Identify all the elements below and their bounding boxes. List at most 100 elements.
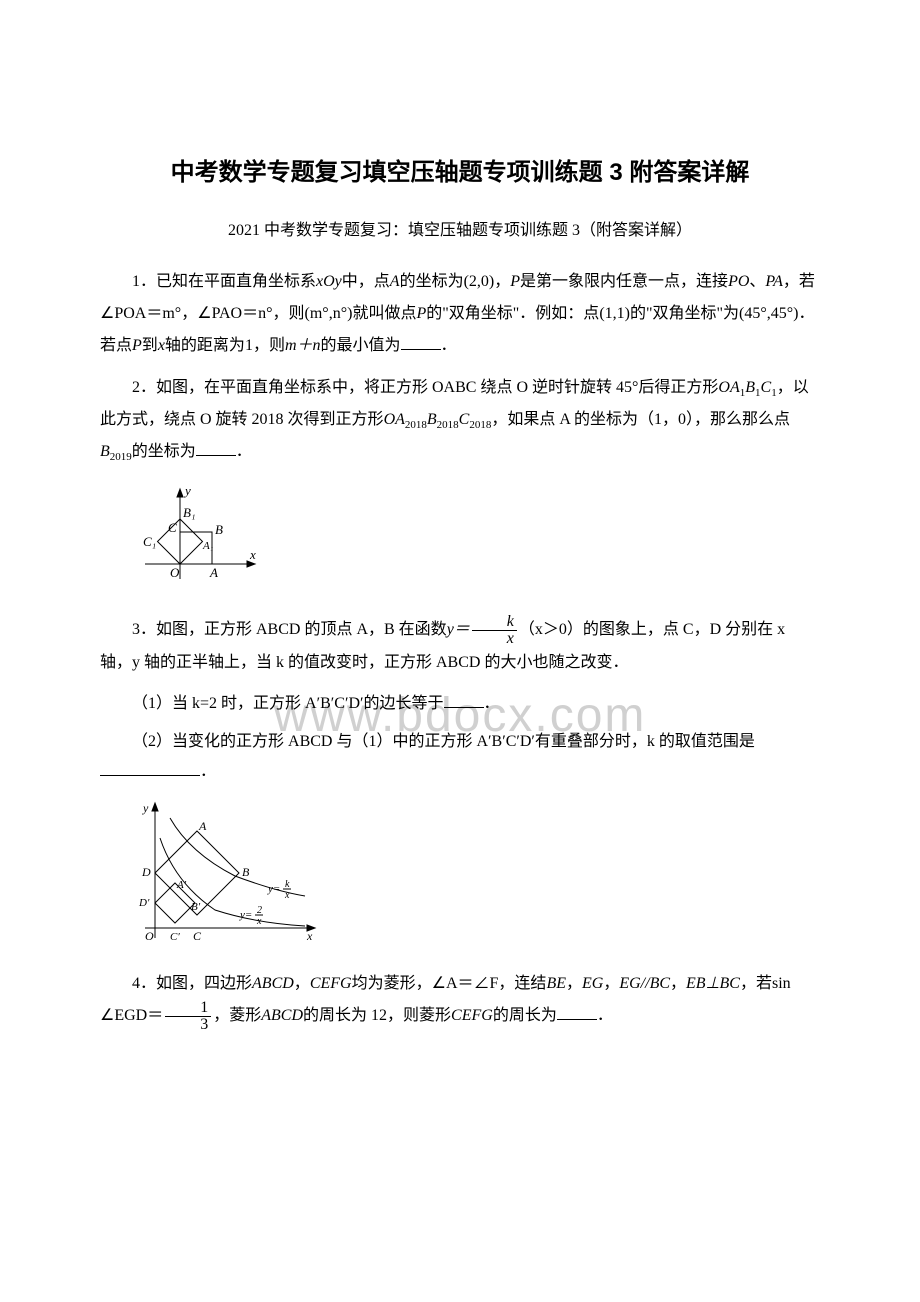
curve-eq1d: x (284, 890, 290, 901)
val: 1 (245, 337, 253, 354)
eq-lhs: y＝ (447, 621, 470, 638)
answer-blank (100, 760, 200, 776)
curve-eq1: y= (267, 883, 280, 895)
text: 轴的距离为 (165, 337, 245, 354)
edge: EG (582, 975, 603, 992)
axis-x-label: x (249, 547, 256, 562)
fraction: 13 (165, 1000, 211, 1033)
edge: BE (546, 975, 566, 992)
pt-A: A (209, 565, 218, 580)
document-content: 中考数学专题复习填空压轴题专项训练题 3 附答案详解 2021 中考数学专题复习… (100, 150, 820, 1033)
var: PO (728, 273, 749, 290)
pt-D: D (141, 865, 151, 879)
sub: 2018 (437, 419, 459, 431)
text: ， (294, 975, 310, 992)
sq: C (459, 411, 470, 428)
text: ．已知在平面直角坐标系 (140, 273, 316, 290)
text: 中，点 (342, 273, 390, 290)
text: ， (670, 975, 686, 992)
problem-number: 3 (132, 621, 140, 638)
text: 的最小值为 (321, 337, 401, 354)
text: ．如图，在平面直角坐标系中，将正方形 OABC 绕点 O 逆时针旋转 45°后得… (140, 379, 718, 396)
shape: CEFG (451, 1007, 493, 1024)
problem-3-part2: （2）当变化的正方形 ABCD 与（1）中的正方形 A′B′C′D′有重叠部分时… (100, 727, 820, 788)
pt-O: O (170, 565, 180, 580)
text: ， (566, 975, 582, 992)
text: 的"双角坐标"．例如：点 (426, 305, 599, 322)
sub: 2018 (405, 419, 427, 431)
problem-number: 1 (132, 273, 140, 290)
pt-B1: B′ (191, 901, 201, 913)
answer-blank (557, 1004, 597, 1020)
curve-eq1n: k (285, 879, 290, 890)
pair: (45°,45°) (739, 305, 798, 322)
problem-2: 2．如图，在平面直角坐标系中，将正方形 OABC 绕点 O 逆时针旋转 45°后… (100, 372, 820, 469)
text: 的坐标为 (400, 273, 464, 290)
shape: CEFG (310, 975, 352, 992)
pt-O: O (145, 929, 154, 943)
angle: ∠PAO＝n° (197, 305, 272, 322)
text: ， (603, 975, 619, 992)
sq: B (745, 379, 755, 396)
page-title: 中考数学专题复习填空压轴题专项训练题 3 附答案详解 (100, 150, 820, 196)
text: ，则 (253, 337, 285, 354)
text: ， (494, 273, 510, 290)
numerator: k (472, 614, 517, 631)
var: P (132, 337, 142, 354)
pt-A: A (198, 819, 207, 833)
page-subtitle: 2021 中考数学专题复习：填空压轴题专项训练题 3（附答案详解） (100, 216, 820, 246)
problem-3: 3．如图，正方形 ABCD 的顶点 A，B 在函数y＝kx（x＞0）的图象上，点… (100, 614, 820, 679)
sq: B (427, 411, 437, 428)
var: PA (765, 273, 782, 290)
denominator: x (472, 631, 517, 647)
text: ，连结 (498, 975, 546, 992)
figure-prob3: y A D A′ B D′ B′ O C′ C x y= k x y= 2 x (135, 798, 820, 953)
part-label: （1） (132, 695, 172, 712)
text: 的"双角坐标"为 (630, 305, 739, 322)
text: 的周长为 12，则菱形 (303, 1007, 451, 1024)
text: ． (597, 1007, 613, 1024)
text: ． (484, 695, 500, 712)
numerator: 1 (165, 1000, 211, 1017)
problem-4: 4．如图，四边形ABCD，CEFG均为菱形，∠A＝∠F，连结BE，EG，EG//… (100, 968, 820, 1033)
pt-A1: A₁ (202, 540, 214, 552)
axis-x-label: x (306, 929, 313, 943)
answer-blank (401, 334, 441, 350)
text: 就叫做点 (352, 305, 416, 322)
pt-B: B (215, 522, 223, 537)
pt-C: C (168, 520, 177, 535)
text: 的坐标为 (132, 443, 196, 460)
text: ．如图，正方形 ABCD 的顶点 A，B 在函数 (140, 621, 447, 638)
text: ．如图，四边形 (140, 975, 252, 992)
expr: m＋n (285, 337, 321, 354)
rel: EG//BC (619, 975, 670, 992)
answer-blank (444, 692, 484, 708)
curve-eq2d: x (256, 916, 262, 927)
text: ， (181, 305, 197, 322)
pt-B: B (242, 865, 250, 879)
text: 当变化的正方形 ABCD 与（1）中的正方形 A′B′C′D′有重叠部分时，k … (172, 733, 755, 750)
text: 均为菱形， (352, 975, 432, 992)
sq: OA (384, 411, 405, 428)
text: 当 k=2 时，正方形 A′B′C′D′的边长等于 (172, 695, 443, 712)
var: x (158, 337, 165, 354)
text: ，如果点 A 的坐标为（1，0），那么那么点 (491, 411, 790, 428)
curve-eq2: y= (239, 909, 252, 921)
var: xOy (316, 273, 342, 290)
text: 到 (142, 337, 158, 354)
var: A (390, 273, 400, 290)
text: ，菱形 (213, 1007, 261, 1024)
text: ，则 (273, 305, 305, 322)
problem-1: 1．已知在平面直角坐标系xOy中，点A的坐标为(2,0)，P是第一象限内任意一点… (100, 266, 820, 362)
sq: OA (718, 379, 739, 396)
coord: (2,0) (464, 273, 495, 290)
rel: EB⊥BC (686, 975, 740, 992)
denominator: 3 (165, 1017, 211, 1033)
pair: (m°,n°) (305, 305, 353, 322)
figure-prob2: y B₁ C B C₁ A₁ O A x (135, 479, 820, 599)
fraction: kx (472, 614, 517, 647)
text: 的周长为 (493, 1007, 557, 1024)
sub: 2019 (110, 452, 132, 464)
sq: C (761, 379, 772, 396)
shape: ABCD (261, 1007, 303, 1024)
